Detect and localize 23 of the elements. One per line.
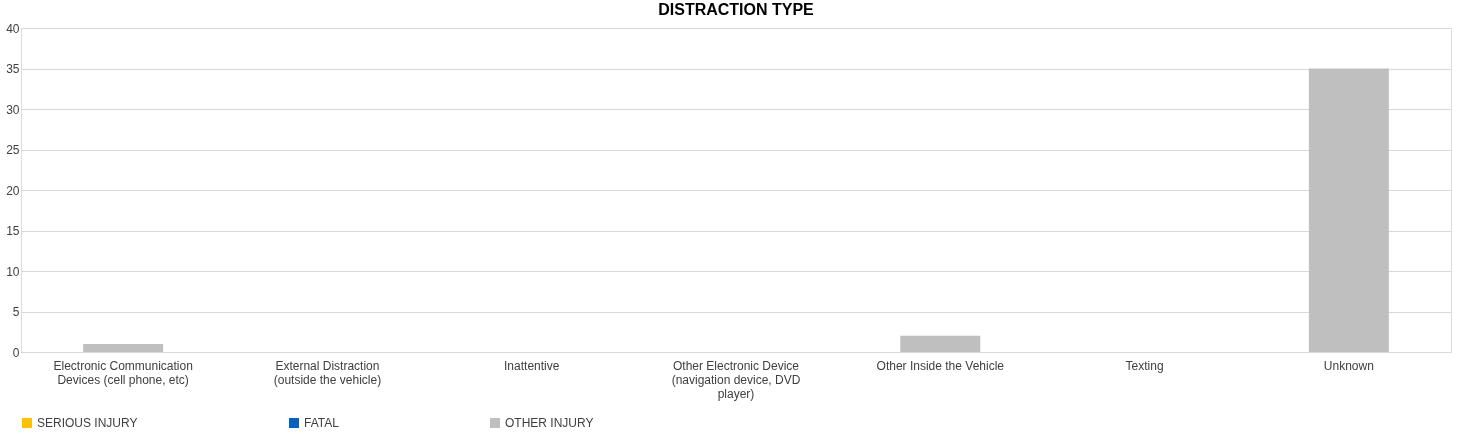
y-tick-label: 5 [12, 305, 20, 319]
y-tick-label: 40 [6, 21, 20, 36]
x-tick-label: Electronic Communication Devices (cell phone, etc) [53, 358, 193, 387]
x-tick-label: Other Electronic Device (navigation device, DVD player) [671, 358, 801, 401]
bar [1308, 68, 1389, 352]
y-tick-label: 0 [12, 345, 20, 360]
y-tick-label: 25 [6, 143, 20, 157]
x-tick-label: Inattentive [504, 358, 560, 373]
chart-title: DISTRACTION TYPE [658, 1, 815, 18]
y-tick-label: 15 [6, 224, 20, 238]
x-tick-label: Other Inside the Vehicle [876, 358, 1005, 373]
x-tick-label: Unknown [1323, 358, 1374, 373]
legend-label: SERIOUS INJURY [37, 416, 138, 430]
x-tick-label: External Distraction (outside the vehicle) [273, 358, 382, 387]
y-tick-label: 20 [6, 183, 20, 198]
y-tick-label: 35 [6, 62, 20, 76]
bar [900, 335, 981, 352]
legend-label: OTHER INJURY [505, 416, 594, 430]
y-tick-label: 30 [6, 102, 20, 117]
legend-label: FATAL [304, 416, 340, 430]
y-tick-label: 10 [6, 264, 20, 279]
x-tick-label: Texting [1125, 358, 1164, 373]
bar [83, 343, 164, 352]
